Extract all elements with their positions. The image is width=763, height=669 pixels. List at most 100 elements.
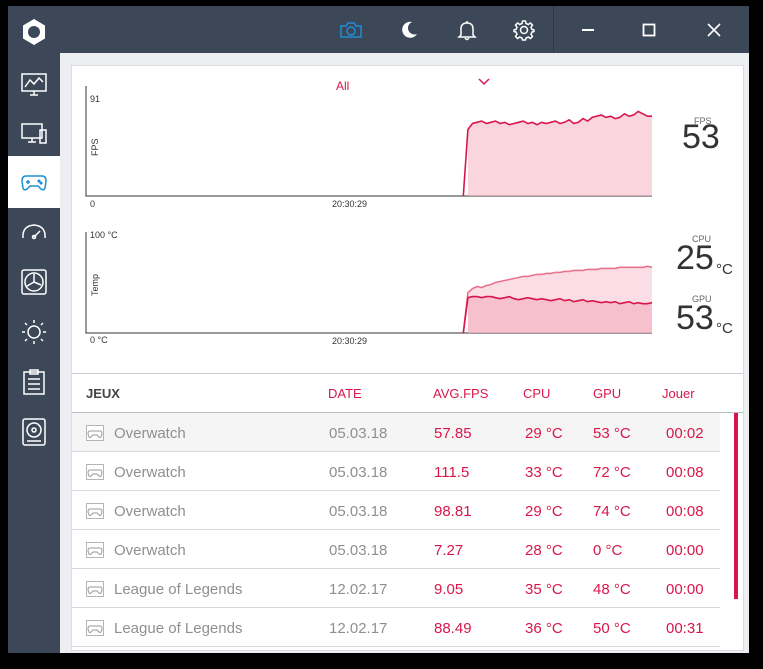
game-avg-fps: 98.81 bbox=[434, 503, 472, 520]
sidebar-item-games[interactable] bbox=[8, 156, 60, 208]
sidebar-item-speed[interactable] bbox=[8, 206, 60, 258]
camera-button[interactable] bbox=[328, 6, 374, 53]
clipboard-list-icon bbox=[23, 369, 45, 395]
game-thumbnail-icon bbox=[86, 620, 104, 636]
maximize-button[interactable] bbox=[626, 6, 672, 53]
disk-drive-icon bbox=[22, 418, 46, 446]
night-mode-button[interactable] bbox=[386, 6, 432, 53]
cpu-readout-value: 25 bbox=[676, 239, 714, 277]
temp-chart: 100 °C 0 °C 20:30:29 Temp bbox=[72, 216, 672, 356]
maximize-icon bbox=[642, 23, 656, 36]
game-date: 12.02.17 bbox=[329, 581, 388, 598]
title-separator bbox=[553, 6, 554, 53]
fps-readout-value: 53 bbox=[682, 118, 720, 156]
filter-selected-label: All bbox=[336, 79, 350, 93]
close-button[interactable] bbox=[691, 6, 737, 53]
monitor-chart-icon bbox=[21, 73, 47, 96]
speedometer-icon bbox=[22, 224, 46, 240]
game-avg-fps: 88.49 bbox=[434, 620, 472, 637]
logo-icon bbox=[23, 19, 45, 45]
game-avg-fps: 111.5 bbox=[434, 464, 470, 481]
game-gpu-temp: 72 °C bbox=[593, 464, 631, 481]
column-header-play-time[interactable]: Jouer bbox=[662, 386, 695, 401]
game-gpu-temp: 74 °C bbox=[593, 503, 631, 520]
game-play-time: 00:00 bbox=[666, 542, 704, 559]
fps-chart: 91 0 20:30:29 FPS bbox=[72, 66, 672, 216]
game-date: 05.03.18 bbox=[329, 542, 388, 559]
gear-icon bbox=[513, 19, 535, 41]
temp-plot bbox=[85, 232, 653, 334]
table-row[interactable]: Overwatch 05.03.18 111.5 33 °C 72 °C 00:08 bbox=[72, 452, 720, 491]
game-cpu-temp: 33 °C bbox=[525, 464, 563, 481]
game-name: Overwatch bbox=[114, 542, 186, 559]
title-bar bbox=[60, 6, 749, 53]
column-header-cpu[interactable]: CPU bbox=[523, 386, 551, 401]
sidebar-item-system[interactable] bbox=[8, 108, 60, 160]
column-header-avg-fps[interactable]: AVG.FPS bbox=[433, 386, 489, 401]
series-area bbox=[467, 296, 652, 333]
game-avg-fps: 9.05 bbox=[434, 581, 464, 598]
chevron-down-icon bbox=[478, 78, 490, 86]
minimize-button[interactable] bbox=[565, 6, 611, 53]
sidebar-item-lighting[interactable] bbox=[8, 306, 60, 358]
games-table-header: JEUX DATE AVG.FPS CPU GPU Jouer bbox=[72, 373, 743, 413]
game-thumbnail-icon bbox=[86, 581, 104, 597]
game-date: 05.03.18 bbox=[329, 425, 388, 442]
notifications-button[interactable] bbox=[444, 6, 490, 53]
game-gpu-temp: 53 °C bbox=[593, 425, 631, 442]
sidebar-item-report[interactable] bbox=[8, 356, 60, 408]
table-scrollbar[interactable] bbox=[734, 413, 738, 599]
sidebar-item-fan[interactable] bbox=[8, 256, 60, 308]
game-gpu-temp: 48 °C bbox=[593, 581, 631, 598]
cpu-readout-label: CPU bbox=[692, 234, 712, 244]
fps-x-tick: 20:30:29 bbox=[332, 199, 368, 209]
app-logo[interactable] bbox=[8, 6, 60, 58]
sidebar-item-dashboard[interactable] bbox=[8, 58, 60, 110]
game-date: 12.02.17 bbox=[329, 620, 388, 637]
game-date: 05.03.18 bbox=[329, 464, 388, 481]
game-cpu-temp: 29 °C bbox=[525, 503, 563, 520]
series-line bbox=[462, 110, 652, 197]
gpu-readout-value: 53 bbox=[676, 299, 714, 337]
table-row[interactable]: Overwatch 05.03.18 7.27 28 °C 0 °C 00:00 bbox=[72, 530, 720, 569]
table-row[interactable]: Overwatch 05.03.18 57.85 29 °C 53 °C 00:02 bbox=[72, 413, 720, 452]
column-header-game[interactable]: JEUX bbox=[86, 386, 120, 401]
gamepad-icon bbox=[21, 175, 47, 191]
series-line bbox=[462, 295, 653, 334]
game-name: Overwatch bbox=[114, 464, 186, 481]
game-filter-dropdown[interactable]: All bbox=[336, 76, 496, 96]
game-cpu-temp: 28 °C bbox=[525, 542, 563, 559]
game-cpu-temp: 36 °C bbox=[525, 620, 563, 637]
game-name: League of Legends bbox=[114, 620, 243, 637]
game-avg-fps: 57.85 bbox=[434, 425, 472, 442]
temp-x-tick: 20:30:29 bbox=[332, 336, 368, 346]
game-name: Overwatch bbox=[114, 425, 186, 442]
game-thumbnail-icon bbox=[86, 542, 104, 558]
minimize-icon bbox=[582, 28, 594, 31]
column-header-gpu[interactable]: GPU bbox=[593, 386, 622, 401]
cpu-readout-unit: °C bbox=[716, 261, 733, 278]
game-date: 05.03.18 bbox=[329, 503, 388, 520]
series-line bbox=[462, 265, 653, 334]
settings-button[interactable] bbox=[501, 6, 547, 53]
game-thumbnail-icon bbox=[86, 464, 104, 480]
bell-icon bbox=[457, 20, 477, 40]
sun-icon bbox=[22, 320, 46, 344]
fps-readout-label: FPS bbox=[694, 116, 712, 126]
fps-y-max: 91 bbox=[90, 94, 101, 104]
table-row[interactable]: League of Legends 12.02.17 88.49 36 °C 50 °C… bbox=[72, 608, 720, 647]
gpu-readout-label: GPU bbox=[692, 294, 712, 304]
fps-plot bbox=[85, 86, 652, 197]
game-play-time: 00:08 bbox=[666, 503, 704, 520]
app-window: All 91 0 20:30:29 FPS FPS 53 100 °C 0 °C… bbox=[8, 6, 749, 653]
fps-y-min: 0 bbox=[90, 199, 96, 209]
table-row[interactable]: League of Legends 12.02.17 9.05 35 °C 48 °C 0… bbox=[72, 569, 720, 608]
game-thumbnail-icon bbox=[86, 425, 104, 441]
column-header-date[interactable]: DATE bbox=[328, 386, 362, 401]
table-row[interactable]: Overwatch 05.03.18 98.81 29 °C 74 °C 00:08 bbox=[72, 491, 720, 530]
moon-icon bbox=[402, 21, 417, 38]
sidebar-item-storage[interactable] bbox=[8, 406, 60, 458]
content-panel: All 91 0 20:30:29 FPS FPS 53 100 °C 0 °C… bbox=[71, 65, 744, 651]
game-gpu-temp: 0 °C bbox=[593, 542, 623, 559]
temp-y-max: 100 °C bbox=[90, 230, 118, 240]
